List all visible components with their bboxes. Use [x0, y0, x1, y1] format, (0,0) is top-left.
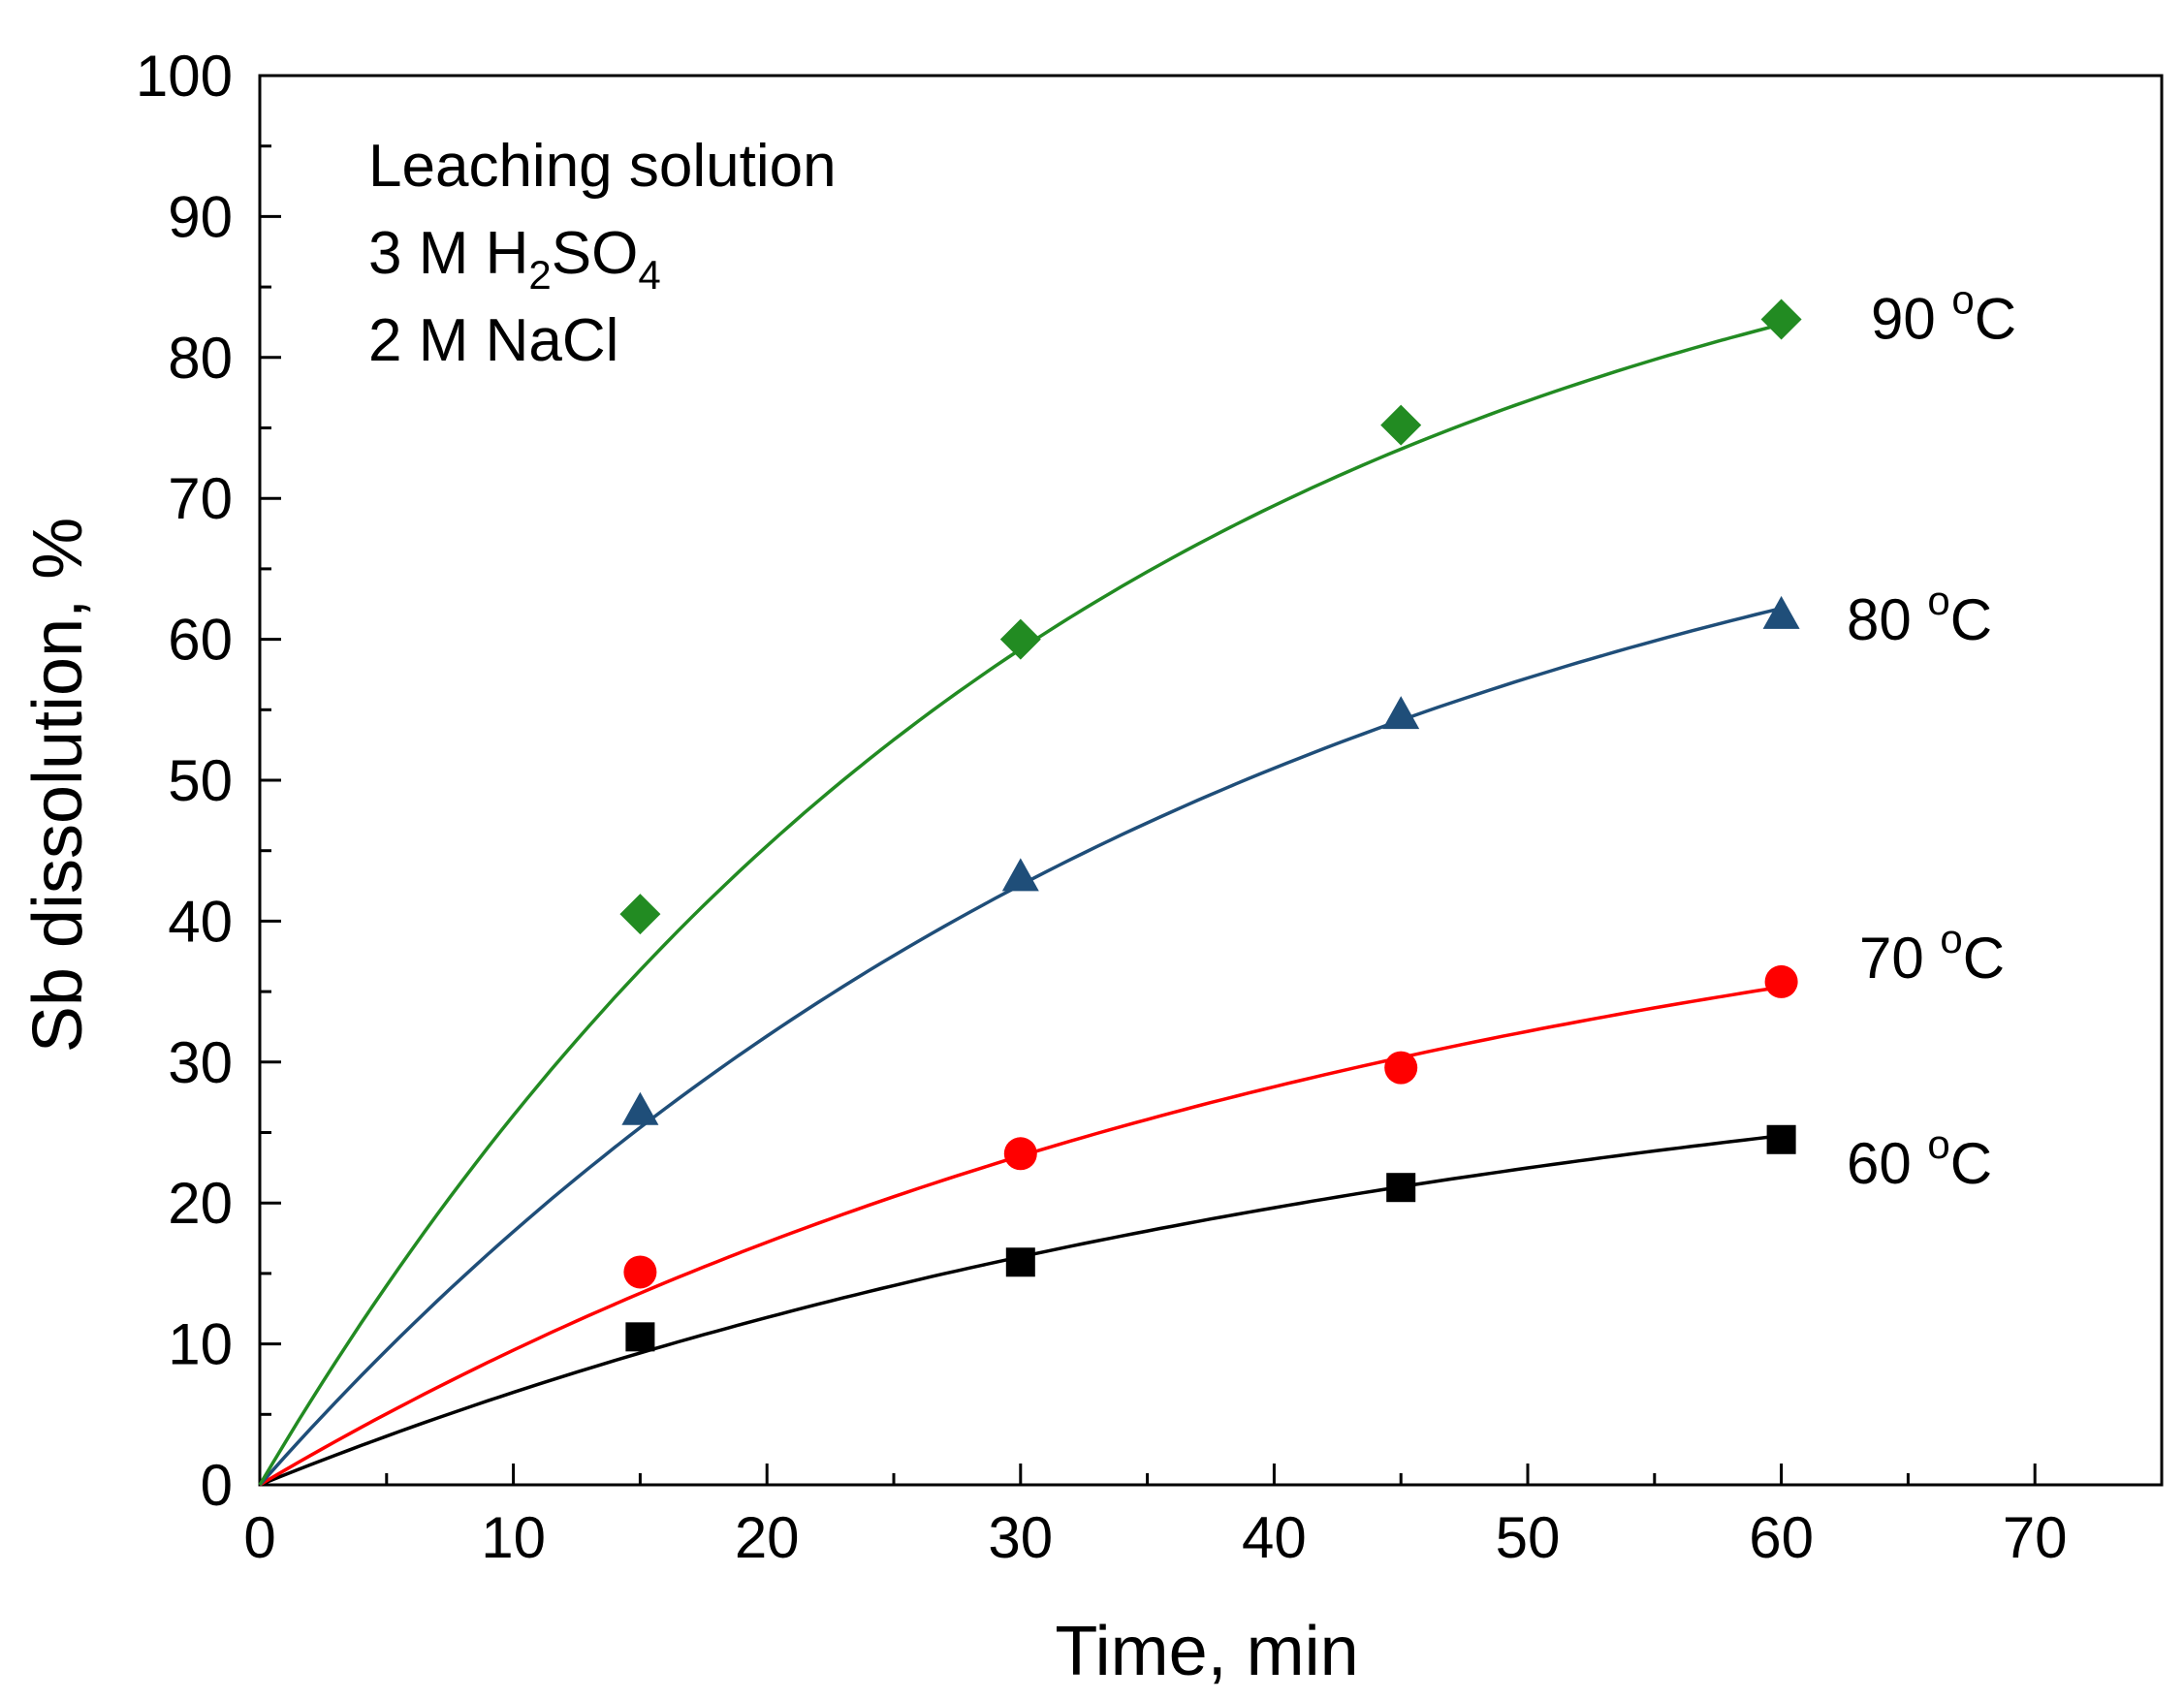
fit-line-triangle	[258, 606, 1783, 1487]
data-point-square	[625, 1322, 655, 1352]
annotation-box: Leaching solution 3 M H2SO4 2 M NaCl	[368, 133, 837, 374]
y-tick-label: 60	[168, 608, 233, 673]
y-tick-label: 100	[136, 44, 233, 109]
series-label-value: 60	[1847, 1131, 1927, 1196]
x-tick-label: 30	[988, 1505, 1053, 1570]
series-label-degree: o	[1951, 277, 1974, 323]
series-label-value: 70	[1859, 926, 1940, 991]
x-tick-label: 50	[1496, 1505, 1561, 1570]
x-tick-label: 60	[1749, 1505, 1814, 1570]
x-tick-label: 40	[1242, 1505, 1307, 1570]
annotation-acid-prefix: 3 M H	[368, 220, 528, 287]
series-label-value: 80	[1847, 587, 1927, 652]
y-tick-label: 0	[201, 1453, 233, 1518]
data-point-diamond	[1380, 404, 1422, 446]
data-point-triangle	[1001, 858, 1039, 892]
series-label-circle: 70 oC	[1859, 916, 2005, 991]
series-label-unit: C	[1963, 926, 2005, 991]
x-axis-title: Time, min	[1055, 1613, 1358, 1690]
x-tick-label: 10	[481, 1505, 546, 1570]
y-tick-label: 20	[168, 1171, 233, 1236]
series-label-unit: C	[1975, 287, 2016, 352]
x-tick-label: 20	[735, 1505, 800, 1570]
data-point-circle	[1003, 1137, 1037, 1171]
data-point-triangle	[621, 1091, 659, 1125]
annotation-line-1: Leaching solution	[368, 133, 837, 200]
data-point-diamond	[999, 618, 1041, 660]
y-tick-label: 30	[168, 1030, 233, 1095]
x-tick-label: 0	[243, 1505, 275, 1570]
y-tick-label: 70	[168, 466, 233, 531]
y-tick-label: 90	[168, 184, 233, 249]
fit-line-diamond	[258, 323, 1783, 1486]
data-markers	[619, 299, 1802, 1352]
y-axis-title: Sb dissolution, %	[19, 518, 97, 1053]
y-tick-label: 40	[168, 889, 233, 954]
fit-line-square	[259, 1134, 1782, 1487]
data-point-square	[1005, 1247, 1035, 1277]
y-tick-label: 10	[168, 1312, 233, 1377]
series-label-degree: o	[1927, 578, 1949, 623]
data-point-triangle	[1762, 595, 1800, 629]
data-point-diamond	[1760, 299, 1802, 340]
series-label-triangle: 80 oC	[1847, 578, 1992, 652]
data-point-circle	[623, 1255, 657, 1289]
series-label-diamond: 90 oC	[1871, 277, 2016, 352]
annotation-acid-sub1: 2	[528, 252, 551, 298]
series-label-unit: C	[1950, 1131, 1992, 1196]
series-label-square: 60 oC	[1847, 1121, 1992, 1196]
data-point-triangle	[1382, 696, 1420, 730]
annotation-line-2: 3 M H2SO4	[368, 220, 661, 298]
data-point-circle	[1764, 964, 1798, 998]
y-tick-label: 80	[168, 326, 233, 391]
annotation-line-3: 2 M NaCl	[368, 307, 618, 374]
data-point-square	[1766, 1124, 1796, 1154]
fit-line-circle	[259, 985, 1782, 1487]
x-tick-label: 70	[2003, 1505, 2068, 1570]
series-label-degree: o	[1940, 916, 1962, 961]
annotation-acid-mid: SO	[552, 220, 639, 287]
data-point-circle	[1384, 1051, 1418, 1085]
series-label-degree: o	[1927, 1121, 1949, 1167]
series-label-unit: C	[1950, 587, 1992, 652]
data-point-diamond	[619, 894, 661, 935]
y-tick-label: 50	[168, 748, 233, 813]
annotation-acid-sub2: 4	[638, 252, 660, 298]
fit-lines	[258, 323, 1783, 1487]
data-point-square	[1386, 1173, 1416, 1203]
series-label-value: 90	[1871, 287, 1951, 352]
axes: 0 10 20 30 40 50 60 70 0 10 20 30 40 50 60 70 80 90 100	[136, 44, 2164, 1570]
